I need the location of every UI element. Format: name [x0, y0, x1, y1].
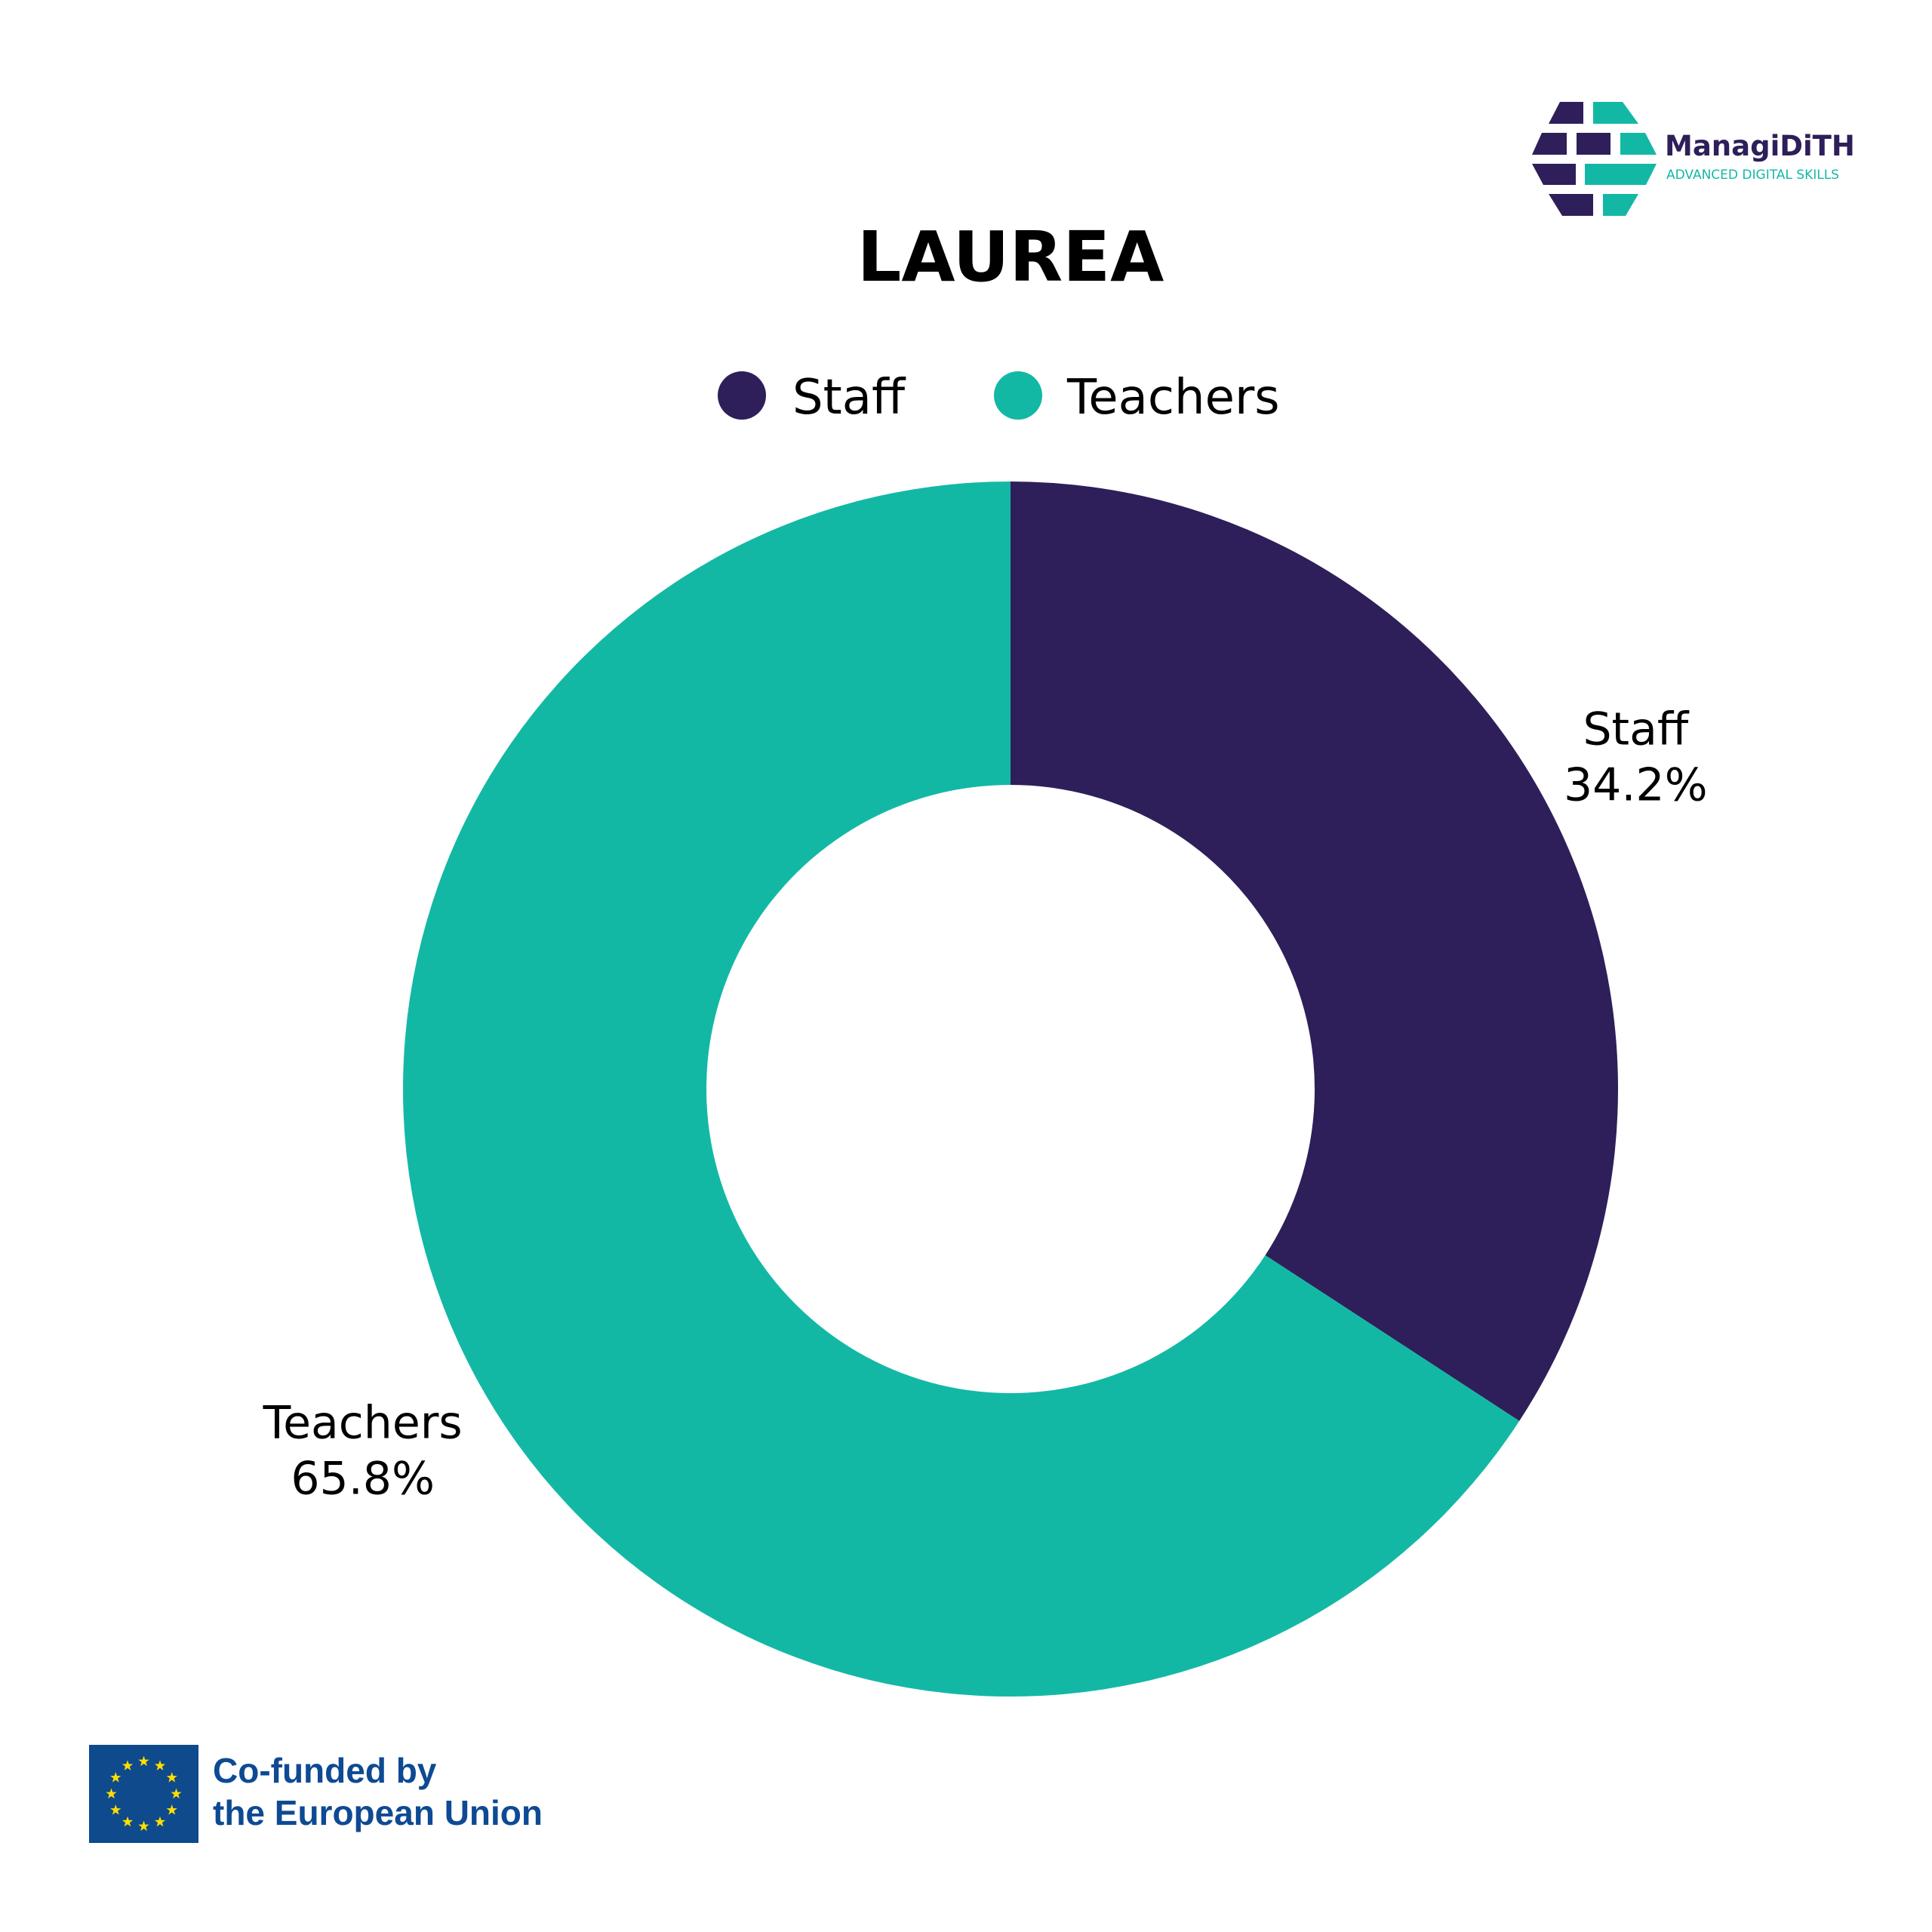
star-icon: [154, 1816, 166, 1827]
legend-label-teachers: Teachers: [1066, 370, 1280, 426]
legend-label-staff: Staff: [792, 370, 906, 426]
star-icon: [106, 1788, 117, 1799]
star-icon: [110, 1772, 122, 1783]
eu-flag-icon: [89, 1745, 198, 1843]
star-icon: [110, 1804, 122, 1815]
star-icon: [171, 1788, 182, 1799]
slice-label-value: 65.8%: [291, 1453, 435, 1506]
slices: [403, 481, 1618, 1697]
legend-marker-teachers: [994, 371, 1042, 420]
logo-tagline: ADVANCED DIGITAL SKILLS: [1666, 168, 1839, 183]
star-icon: [166, 1804, 177, 1815]
eu-line-1: Co-funded by: [213, 1751, 437, 1790]
star-icon: [138, 1755, 149, 1767]
eu-line-2: the European Union: [213, 1793, 543, 1832]
slice-staff: [1011, 481, 1618, 1421]
star-icon: [166, 1772, 177, 1783]
chart-title: LAUREA: [857, 217, 1164, 297]
managidith-logo-icon: [1532, 102, 1657, 216]
slice-teachers: [403, 481, 1520, 1697]
slice-label-name: Teachers: [263, 1397, 463, 1450]
slice-label-value: 34.2%: [1564, 758, 1708, 811]
star-icon: [122, 1816, 134, 1827]
star-icon: [154, 1760, 166, 1770]
eu-funding-text: Co-funded by the European Union: [213, 1749, 543, 1834]
star-icon: [122, 1760, 134, 1770]
logo-name: ManagiDiTH: [1665, 130, 1855, 162]
legend-marker-staff: [718, 371, 766, 420]
slice-label-name: Staff: [1583, 703, 1689, 755]
star-icon: [138, 1820, 149, 1832]
legend: Staff Teachers: [718, 370, 1280, 426]
